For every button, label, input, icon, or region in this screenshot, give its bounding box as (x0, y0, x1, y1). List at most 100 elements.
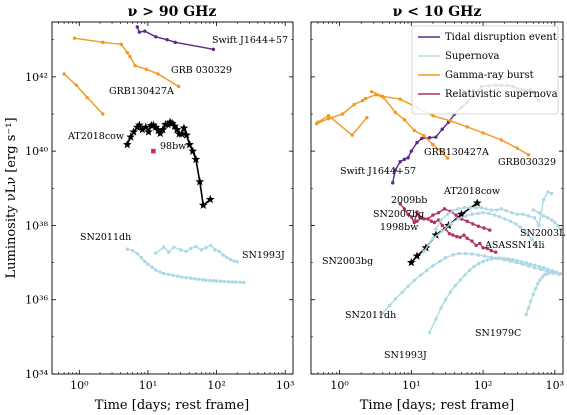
annotation-sn1993j: SN1993J (384, 350, 427, 361)
data-point (432, 220, 437, 225)
data-point (72, 36, 77, 40)
series-grb (316, 114, 369, 137)
data-point (429, 219, 434, 223)
legend-label-sn: Supernova (445, 51, 500, 62)
x-tick-label: 10⁰ (70, 379, 89, 392)
data-point (462, 206, 467, 210)
data-point (484, 207, 488, 211)
data-point (530, 237, 534, 242)
data-point (482, 226, 486, 230)
data-point (179, 123, 189, 132)
data-point (457, 209, 466, 218)
data-point (232, 259, 236, 263)
data-point (381, 94, 385, 98)
data-point (549, 270, 554, 274)
data-point (242, 280, 246, 285)
annotation-sn2011dh: SN2011dh (345, 310, 396, 321)
data-point (448, 222, 453, 226)
data-point (85, 95, 89, 100)
data-point (451, 253, 455, 257)
data-point (420, 136, 424, 141)
data-point (162, 245, 166, 249)
annotation-1998bw: 1998bw (380, 222, 418, 233)
data-point (128, 54, 132, 59)
axis-ticks: 10⁰ 10¹ 10² 10³ 10³⁴ 10³⁶ 10³⁸ 10⁴⁰ 10⁴² (25, 22, 294, 392)
data-point (350, 133, 354, 137)
series-line (525, 271, 557, 315)
data-point (526, 233, 531, 237)
series-sn (531, 208, 563, 231)
panel-title: ν < 10 GHz (393, 4, 482, 20)
data-point (189, 276, 193, 280)
data-point (465, 125, 469, 129)
data-point (144, 67, 149, 71)
annotations: GRB130427A GRB030329 Swift J1644+57 2009… (322, 147, 566, 361)
series-tde (135, 25, 216, 52)
data-point (537, 264, 542, 269)
data-point (464, 214, 468, 218)
data-point (199, 248, 204, 252)
data-point (542, 214, 546, 218)
data-point (360, 98, 365, 103)
data-point (402, 207, 407, 211)
data-point (208, 243, 213, 248)
data-point (540, 275, 545, 279)
data-point (481, 259, 485, 264)
y-tick-label: 10⁴² (25, 71, 48, 84)
annotation-grb030329: GRB 030329 (171, 65, 232, 76)
data-point (415, 140, 419, 145)
data-point (134, 120, 144, 129)
series-line (63, 73, 104, 115)
data-point (506, 257, 511, 261)
data-point (166, 272, 171, 277)
data-point (409, 149, 414, 153)
data-point (62, 72, 66, 76)
data-point (365, 115, 369, 120)
series-cow (122, 117, 215, 209)
data-point (502, 217, 507, 221)
data-point (476, 211, 480, 216)
data-point (158, 125, 168, 134)
data-point (434, 317, 438, 321)
data-point (162, 271, 166, 276)
data-point (224, 255, 229, 259)
annotation-grb130427a: GRB130427A (109, 86, 174, 97)
data-point (470, 252, 474, 256)
data-point (497, 256, 502, 260)
data-marks (314, 83, 563, 335)
data-point (205, 194, 215, 204)
annotation-98bw: 98bw (160, 141, 186, 152)
panel-title: ν > 90 GHz (128, 4, 217, 20)
data-point (415, 210, 419, 214)
data-point (148, 120, 158, 129)
data-point (151, 122, 161, 131)
data-point (222, 279, 227, 284)
data-point (402, 157, 407, 162)
data-point (398, 202, 402, 206)
data-point (226, 280, 231, 284)
data-point (528, 262, 533, 266)
data-point (154, 251, 158, 255)
data-point (154, 268, 158, 272)
data-point (398, 159, 402, 164)
data-point (499, 138, 504, 142)
data-point (316, 120, 320, 124)
data-point (211, 47, 216, 52)
legend-label-relsn: Relativistic supernova (445, 89, 558, 100)
data-point (448, 290, 453, 294)
data-point (495, 208, 499, 212)
data-point (434, 135, 438, 139)
data-point (208, 278, 212, 283)
series-sn (434, 190, 554, 231)
data-point (155, 128, 165, 138)
series-sn (125, 247, 246, 285)
data-point (125, 247, 129, 251)
panel-low-frequency: ν < 10 GHz 10⁰ 10¹ 10² 10³ Time [days; rest… (310, 4, 566, 413)
series-line (317, 114, 368, 137)
data-point (426, 217, 430, 221)
data-point (478, 241, 482, 246)
data-point (542, 266, 546, 270)
data-point (536, 281, 540, 286)
annotation-at2018cow: AT2018cow (443, 186, 500, 197)
